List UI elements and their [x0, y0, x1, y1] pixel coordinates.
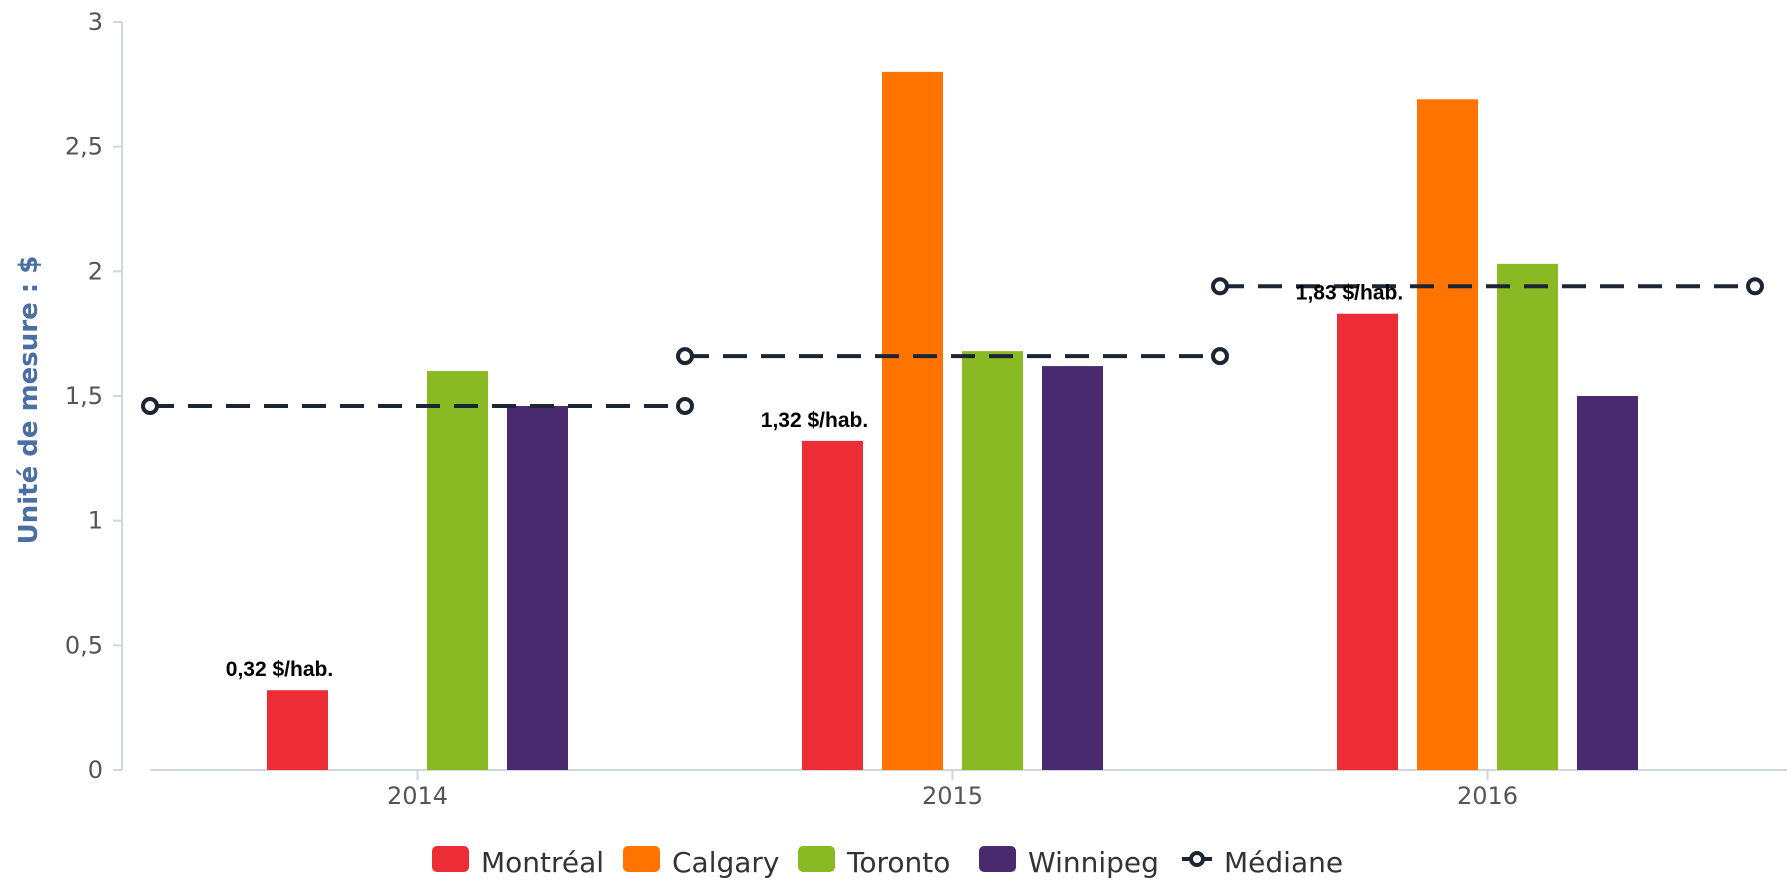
legend-item-m-diane[interactable]: Médiane — [1182, 846, 1343, 879]
bar-toronto-2015[interactable] — [962, 351, 1023, 770]
median-marker[interactable] — [141, 396, 159, 415]
legend-item-toronto[interactable]: Toronto — [798, 846, 950, 879]
x-tick-label: 2016 — [1457, 782, 1518, 810]
bar-montr-al-2015[interactable] — [802, 440, 863, 770]
median-marker[interactable] — [676, 396, 694, 415]
legend-label: Calgary — [672, 846, 780, 879]
bar-calgary-2016[interactable] — [1417, 99, 1478, 770]
legend-label: Toronto — [846, 846, 950, 879]
bar-winnipeg-2016[interactable] — [1577, 396, 1638, 770]
y-tick-label: 1 — [88, 507, 103, 535]
y-tick-label: 0,5 — [65, 631, 103, 659]
bar-montr-al-2014[interactable] — [267, 690, 328, 770]
median-marker[interactable] — [1211, 277, 1229, 296]
bar-montr-al-2016[interactable] — [1337, 313, 1398, 770]
bar-winnipeg-2015[interactable] — [1042, 366, 1103, 770]
legend-swatch — [432, 846, 469, 872]
y-axis-title: Unité de mesure : $ — [14, 256, 44, 545]
data-label: 1,32 $/hab. — [761, 409, 868, 432]
median-marker[interactable] — [1211, 347, 1229, 366]
legend-swatch — [798, 846, 835, 872]
x-tick-label: 2015 — [922, 782, 983, 810]
y-tick-label: 1,5 — [65, 382, 103, 410]
legend-item-calgary[interactable]: Calgary — [623, 846, 780, 879]
bar-winnipeg-2014[interactable] — [507, 405, 568, 770]
legend-swatch — [979, 846, 1016, 872]
data-label: 1,83 $/hab. — [1296, 282, 1403, 305]
data-label: 0,32 $/hab. — [226, 658, 333, 681]
y-tick-label: 0 — [88, 756, 103, 784]
x-tick-label: 2014 — [387, 782, 448, 810]
legend-label: Montréal — [481, 846, 604, 879]
legend-label: Winnipeg — [1028, 846, 1159, 879]
legend-item-montr-al[interactable]: Montréal — [432, 846, 604, 879]
median-marker[interactable] — [1746, 277, 1764, 296]
y-tick-label: 2,5 — [65, 133, 103, 161]
bar-calgary-2015[interactable] — [882, 71, 943, 770]
bar-toronto-2016[interactable] — [1497, 263, 1558, 770]
median-marker[interactable] — [676, 347, 694, 366]
legend-swatch — [623, 846, 660, 872]
legend-marker-symbol — [1189, 851, 1205, 867]
bar-toronto-2014[interactable] — [427, 371, 488, 770]
legend-label: Médiane — [1224, 846, 1343, 879]
legend-item-winnipeg[interactable]: Winnipeg — [979, 846, 1159, 879]
y-tick-label: 3 — [88, 8, 103, 36]
y-tick-label: 2 — [88, 257, 103, 285]
